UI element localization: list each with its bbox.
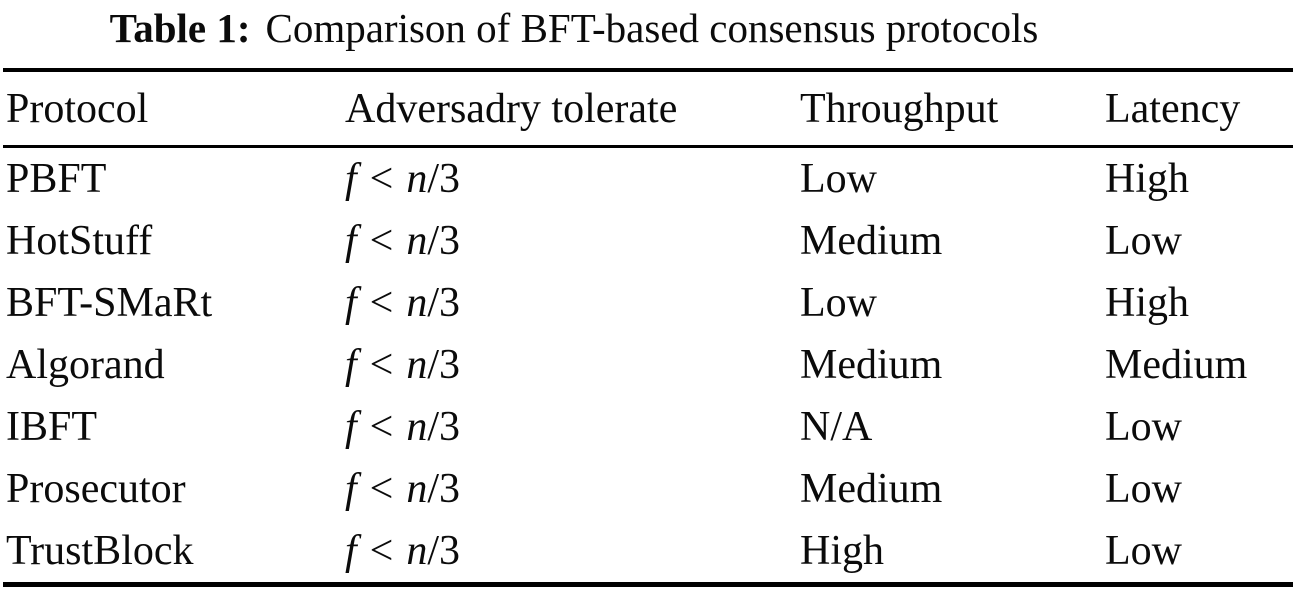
latency-value: High [1105, 156, 1189, 202]
cell-throughput: High [800, 527, 1105, 575]
cell-throughput: Medium [800, 465, 1105, 513]
math-less-than: < [369, 280, 394, 326]
math-var-n: n [406, 342, 428, 388]
table-header-row: Protocol Adversadry tolerate Throughput … [0, 72, 1296, 145]
math-over-three: /3 [427, 218, 461, 264]
throughput-value: High [800, 528, 884, 574]
math-less-than: < [369, 156, 394, 202]
table-row: IBFT f < n/3 N/A Low [0, 396, 1296, 458]
cell-protocol: Prosecutor [0, 465, 345, 513]
cell-adversary-tolerate: f < n/3 [345, 279, 800, 327]
cell-protocol: IBFT [0, 403, 345, 451]
table-caption-text: Comparison of BFT-based consensus protoc… [265, 5, 1039, 51]
math-less-than: < [369, 404, 394, 450]
math-over-three: /3 [427, 528, 461, 574]
cell-latency: High [1105, 279, 1296, 327]
column-header-adversary-tolerate: Adversadry tolerate [345, 85, 678, 132]
latency-value: Low [1105, 528, 1182, 574]
math-var-f: f [345, 280, 357, 326]
table-row: HotStuff f < n/3 Medium Low [0, 210, 1296, 272]
column-header-protocol: Protocol [6, 85, 149, 132]
protocol-name: Prosecutor [6, 466, 186, 512]
table-body: PBFT f < n/3 Low High HotStuff f < n/3 Mediu… [0, 148, 1296, 582]
latency-value: Low [1105, 218, 1182, 264]
math-less-than: < [369, 528, 394, 574]
table-top-rule [3, 68, 1293, 72]
table-header-rule [3, 145, 1293, 148]
latency-value: High [1105, 280, 1189, 326]
table-caption: Table 1: Comparison of BFT-based consens… [0, 0, 1296, 68]
latency-value: Low [1105, 466, 1182, 512]
cell-throughput: N/A [800, 403, 1105, 451]
cell-adversary-tolerate: f < n/3 [345, 341, 800, 389]
cell-adversary-tolerate: f < n/3 [345, 527, 800, 575]
math-over-three: /3 [427, 280, 461, 326]
math-less-than: < [369, 218, 394, 264]
table-row: Prosecutor f < n/3 Medium Low [0, 458, 1296, 520]
math-var-n: n [406, 156, 428, 202]
table-row: PBFT f < n/3 Low High [0, 148, 1296, 210]
table-row: BFT-SMaRt f < n/3 Low High [0, 272, 1296, 334]
table-row: Algorand f < n/3 Medium Medium [0, 334, 1296, 396]
math-var-f: f [345, 466, 357, 512]
latency-value: Medium [1105, 342, 1248, 388]
cell-latency: Low [1105, 465, 1296, 513]
table-caption-label: Table 1: [109, 5, 251, 51]
cell-throughput: Low [800, 279, 1105, 327]
math-var-n: n [406, 466, 428, 512]
cell-protocol: HotStuff [0, 217, 345, 265]
cell-throughput: Medium [800, 217, 1105, 265]
cell-adversary-tolerate: f < n/3 [345, 155, 800, 203]
protocol-name: IBFT [6, 404, 98, 450]
throughput-value: Medium [800, 466, 943, 512]
math-over-three: /3 [427, 156, 461, 202]
cell-latency: Medium [1105, 341, 1296, 389]
cell-protocol: BFT-SMaRt [0, 279, 345, 327]
cell-latency: Low [1105, 217, 1296, 265]
math-var-n: n [406, 404, 428, 450]
cell-protocol: TrustBlock [0, 527, 345, 575]
protocol-name: HotStuff [6, 218, 153, 264]
throughput-value: Low [800, 280, 877, 326]
math-var-f: f [345, 156, 357, 202]
cell-protocol: Algorand [0, 341, 345, 389]
math-over-three: /3 [427, 466, 461, 512]
math-var-n: n [406, 528, 428, 574]
protocol-name: TrustBlock [6, 528, 194, 574]
protocol-name: BFT-SMaRt [6, 280, 213, 326]
cell-adversary-tolerate: f < n/3 [345, 403, 800, 451]
throughput-value: Medium [800, 218, 943, 264]
math-over-three: /3 [427, 342, 461, 388]
math-var-n: n [406, 218, 428, 264]
table-bottom-rule [3, 582, 1293, 587]
cell-latency: Low [1105, 527, 1296, 575]
math-var-f: f [345, 528, 357, 574]
cell-adversary-tolerate: f < n/3 [345, 217, 800, 265]
cell-latency: High [1105, 155, 1296, 203]
math-less-than: < [369, 466, 394, 512]
math-var-n: n [406, 280, 428, 326]
math-var-f: f [345, 404, 357, 450]
latency-value: Low [1105, 404, 1182, 450]
column-header-latency: Latency [1105, 85, 1241, 132]
cell-latency: Low [1105, 403, 1296, 451]
column-header-throughput: Throughput [800, 85, 999, 132]
cell-throughput: Low [800, 155, 1105, 203]
cell-throughput: Medium [800, 341, 1105, 389]
cell-adversary-tolerate: f < n/3 [345, 465, 800, 513]
math-less-than: < [369, 342, 394, 388]
math-over-three: /3 [427, 404, 461, 450]
table-row: TrustBlock f < n/3 High Low [0, 520, 1296, 582]
cell-protocol: PBFT [0, 155, 345, 203]
math-var-f: f [345, 218, 357, 264]
throughput-value: N/A [800, 404, 873, 450]
throughput-value: Low [800, 156, 877, 202]
throughput-value: Medium [800, 342, 943, 388]
math-var-f: f [345, 342, 357, 388]
protocol-name: PBFT [6, 156, 107, 202]
protocol-name: Algorand [6, 342, 165, 388]
